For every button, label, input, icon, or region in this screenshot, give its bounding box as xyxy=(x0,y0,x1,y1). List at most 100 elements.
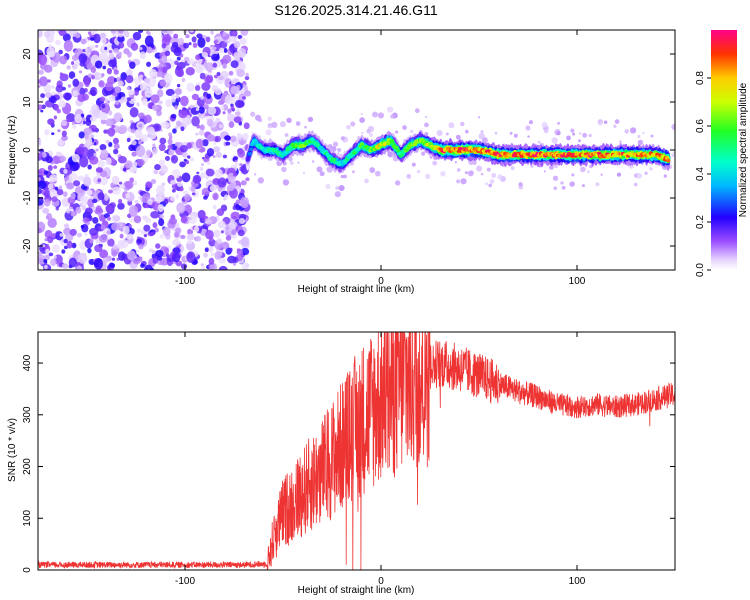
noise-speckle xyxy=(204,62,214,72)
noise-speckle xyxy=(117,155,127,164)
noise-speckle xyxy=(101,37,107,45)
snr-y-label: SNR (10 * v/v) xyxy=(7,418,18,482)
halo-speckle xyxy=(271,121,278,129)
noise-speckle xyxy=(196,124,201,129)
noise-speckle xyxy=(205,168,215,177)
noise-speckle xyxy=(80,195,90,205)
noise-speckle xyxy=(47,183,54,190)
halo-speckle xyxy=(581,167,585,170)
noise-speckle xyxy=(213,229,221,238)
noise-speckle xyxy=(156,255,163,261)
noise-speckle xyxy=(94,244,103,253)
noise-speckle xyxy=(224,229,233,237)
halo-speckle xyxy=(480,172,484,176)
halo-speckle xyxy=(338,184,345,192)
halo-speckle xyxy=(372,111,378,118)
noise-speckle xyxy=(191,192,196,196)
noise-speckle xyxy=(128,205,139,217)
noise-speckle xyxy=(230,85,240,95)
noise-speckle xyxy=(164,155,171,161)
noise-speckle xyxy=(161,30,170,35)
halo-speckle xyxy=(432,160,438,166)
noise-speckle xyxy=(189,104,195,109)
noise-speckle xyxy=(132,31,142,41)
noise-speckle xyxy=(138,112,145,119)
noise-speckle xyxy=(243,122,250,130)
noise-speckle xyxy=(56,188,64,196)
track-mark xyxy=(290,142,296,146)
noise-speckle xyxy=(150,43,155,48)
noise-speckle xyxy=(129,107,139,118)
noise-speckle xyxy=(234,111,241,116)
noise-speckle xyxy=(175,193,180,199)
noise-speckle xyxy=(241,262,249,270)
halo-speckle xyxy=(579,132,582,135)
noise-speckle xyxy=(77,175,85,182)
halo-speckle xyxy=(454,160,458,164)
noise-speckle xyxy=(143,204,148,209)
noise-speckle xyxy=(59,73,69,82)
noise-speckle xyxy=(82,117,87,122)
noise-speckle xyxy=(194,85,201,92)
noise-speckle xyxy=(107,207,113,212)
noise-speckle xyxy=(138,123,143,128)
track-mark xyxy=(248,147,254,151)
noise-speckle xyxy=(66,65,71,70)
noise-speckle xyxy=(154,227,159,233)
halo-speckle xyxy=(581,184,585,188)
noise-speckle xyxy=(111,186,121,195)
spectrogram-x-label: Height of straight line (km) xyxy=(298,284,415,295)
noise-speckle xyxy=(195,54,201,61)
noise-speckle xyxy=(198,130,205,136)
halo-speckle xyxy=(257,177,265,184)
noise-speckle xyxy=(205,36,211,43)
halo-speckle xyxy=(460,178,467,185)
noise-speckle xyxy=(106,216,112,221)
noise-speckle xyxy=(171,94,175,99)
noise-speckle xyxy=(117,202,125,210)
noise-speckle xyxy=(184,193,191,202)
noise-speckle xyxy=(159,257,169,266)
noise-speckle xyxy=(170,179,177,185)
track-mark xyxy=(399,153,405,157)
noise-speckle xyxy=(129,61,136,69)
noise-speckle xyxy=(171,168,181,179)
halo-speckle xyxy=(637,134,641,138)
noise-speckle xyxy=(168,148,175,156)
noise-speckle xyxy=(93,33,101,44)
noise-speckle xyxy=(218,257,226,264)
noise-speckle xyxy=(222,104,229,111)
noise-speckle xyxy=(127,250,136,261)
halo-speckle xyxy=(600,173,603,176)
halo-speckle xyxy=(386,106,394,113)
noise-speckle xyxy=(142,98,148,106)
halo-speckle xyxy=(395,130,399,134)
halo-speckle xyxy=(395,180,401,186)
spectrogram-y-tick-label: -10 xyxy=(22,190,33,205)
noise-speckle xyxy=(127,89,135,96)
noise-speckle xyxy=(63,223,70,229)
noise-speckle xyxy=(155,243,161,249)
halo-speckle xyxy=(491,172,497,178)
noise-speckle xyxy=(155,249,164,258)
noise-speckle xyxy=(47,236,54,244)
halo-speckle xyxy=(636,172,643,179)
noise-speckle xyxy=(84,134,89,140)
noise-speckle xyxy=(42,207,50,214)
noise-speckle xyxy=(41,247,45,251)
noise-speckle xyxy=(180,126,185,132)
noise-speckle xyxy=(178,37,185,45)
noise-speckle xyxy=(183,56,190,62)
noise-speckle xyxy=(245,177,250,182)
halo-speckle xyxy=(304,125,307,129)
halo-speckle xyxy=(389,114,395,119)
noise-speckle xyxy=(66,208,71,214)
noise-speckle xyxy=(176,56,181,61)
noise-speckle xyxy=(218,75,224,81)
noise-speckle xyxy=(84,232,88,237)
noise-speckle xyxy=(214,39,219,44)
noise-speckle xyxy=(180,215,188,224)
noise-speckle xyxy=(239,37,247,45)
noise-speckle xyxy=(99,143,107,151)
noise-speckle xyxy=(230,60,239,69)
